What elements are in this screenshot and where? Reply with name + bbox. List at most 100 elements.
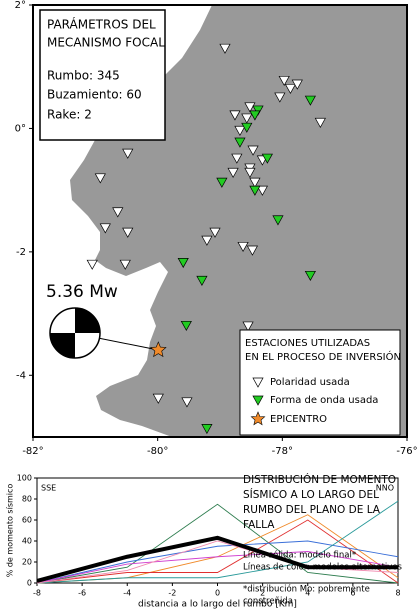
params-line: Rake: 2 [47, 108, 92, 122]
x-tick-label: -76° [396, 446, 417, 457]
params-line: PARÁMETROS DEL [47, 17, 156, 32]
y-tick-label: 0° [15, 123, 26, 134]
params-box [39, 9, 166, 141]
station-polarity [122, 148, 134, 159]
station-polarity [229, 110, 241, 121]
map-frame [32, 4, 408, 438]
legend-label: Polaridad usada [270, 377, 350, 388]
legend-symbol [250, 411, 266, 426]
caption-footnote: *distribución Mo: pobremente [243, 584, 370, 595]
x-axis-label: distancia a lo largo del rumbo [Km] [138, 600, 297, 610]
station-waveform [234, 137, 246, 148]
legend-title: ESTACIONES UTILIZADAS [245, 338, 370, 349]
x-tick-label: -80° [147, 446, 168, 457]
station-waveform [180, 320, 192, 332]
station-polarity [237, 241, 249, 253]
model-line [36, 519, 399, 584]
y-axis-label: % de momento sísmico [6, 484, 15, 578]
station-polarity [201, 235, 213, 246]
x-tick-label: -8 [33, 589, 41, 598]
model-line [36, 551, 399, 584]
legend-label: EPICENTRO [270, 414, 327, 425]
x-tick-label: -6 [78, 589, 86, 598]
caption-note: Línea sólida: modelo final* [243, 550, 356, 561]
station-waveform [304, 95, 316, 106]
y-tick-label: 0 [27, 579, 32, 588]
model-line [36, 500, 399, 584]
caption-title: FALLA [243, 519, 275, 531]
station-polarity [291, 79, 303, 90]
magnitude: 5.36 Mw [46, 282, 118, 302]
y-tick-label: 20 [22, 558, 32, 567]
x-tick-label: -4 [123, 589, 131, 598]
station-polarity [122, 227, 134, 238]
station-polarity [227, 167, 239, 178]
station-polarity [256, 185, 268, 196]
final-model-line [36, 535, 398, 583]
station-polarity [219, 43, 231, 54]
station-polarity [231, 153, 243, 164]
station-polarity [244, 167, 256, 178]
station-polarity [119, 259, 131, 270]
legend-box [239, 329, 401, 436]
station-waveform [249, 110, 261, 121]
station-waveform [249, 185, 261, 196]
station-polarity [152, 393, 164, 404]
y-tick-label: -4 [16, 370, 26, 381]
y-tick-label: 2° [15, 0, 26, 11]
station-polarity [234, 125, 246, 137]
y-tick-label: 40 [22, 537, 32, 546]
station-polarity [244, 102, 256, 113]
station-polarity [112, 207, 124, 218]
params-line: Rumbo: 345 [47, 69, 120, 83]
x-tick-label: -82° [22, 446, 43, 457]
station-polarity [99, 223, 111, 234]
station-waveform [201, 424, 213, 435]
station-polarity [181, 397, 193, 408]
x-tick-label: 6 [350, 589, 355, 598]
station-waveform [304, 270, 316, 282]
station-polarity [246, 245, 259, 256]
station-waveform [216, 177, 228, 188]
y-tick-label: -2 [16, 247, 26, 258]
legend-symbol [252, 377, 264, 388]
annotation: SSE [41, 484, 56, 493]
station-polarity [284, 83, 297, 95]
station-polarity [86, 259, 98, 270]
station-polarity [274, 92, 286, 103]
params-line: Buzamiento: 60 [47, 88, 142, 102]
station-polarity [314, 117, 326, 128]
station-polarity [278, 75, 290, 87]
beachball-quadrant [75, 308, 100, 333]
caption-note: Líneas de color: modelos alternativos [243, 563, 403, 573]
x-tick-label: 2 [260, 589, 265, 598]
epicenter [149, 341, 167, 358]
station-polarity [242, 321, 254, 332]
y-tick-label: 100 [17, 474, 32, 483]
x-tick-label: -78° [272, 446, 293, 457]
beachball-quadrant [50, 333, 75, 358]
station-waveform [196, 275, 208, 286]
annotation: NNO [376, 484, 394, 493]
beachball-link [97, 337, 159, 351]
station-polarity [94, 173, 106, 184]
x-tick-label: 0 [215, 589, 220, 598]
caption-footnote: constreñida [243, 597, 293, 607]
station-polarity [241, 113, 253, 124]
model-line [36, 540, 399, 584]
station-waveform [241, 122, 253, 133]
station-waveform [272, 215, 284, 226]
caption-title: RUMBO DEL PLANO DE LA [243, 504, 381, 516]
x-tick-label: -2 [168, 589, 176, 598]
params-line: MECANISMO FOCAL [47, 36, 165, 50]
caption-title: DISTRIBUCIÓN DE MOMENTO [243, 473, 396, 486]
station-polarity [209, 227, 221, 238]
legend-title: EN EL PROCESO DE INVERSIÓN [245, 350, 401, 363]
station-waveform [252, 105, 264, 116]
y-tick-label: 60 [22, 516, 32, 525]
model-line [36, 503, 399, 584]
station-polarity [247, 145, 259, 156]
x-tick-label: 4 [305, 589, 310, 598]
